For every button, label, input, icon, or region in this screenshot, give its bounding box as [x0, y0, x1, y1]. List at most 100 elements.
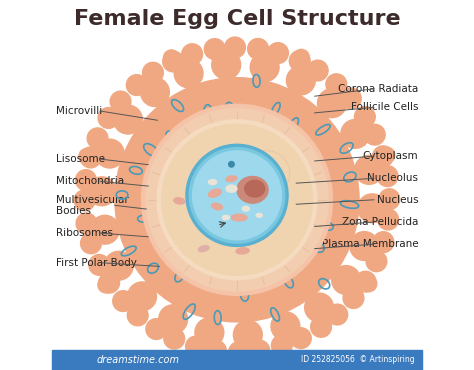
- Ellipse shape: [231, 214, 247, 221]
- Circle shape: [272, 335, 292, 356]
- Circle shape: [80, 147, 101, 168]
- Circle shape: [341, 120, 370, 148]
- Ellipse shape: [209, 189, 221, 197]
- Circle shape: [128, 305, 148, 326]
- Bar: [52, 350, 422, 370]
- Ellipse shape: [174, 198, 185, 204]
- Text: Microvilli: Microvilli: [56, 106, 102, 116]
- Circle shape: [291, 328, 311, 349]
- Circle shape: [99, 272, 119, 293]
- Circle shape: [162, 124, 312, 275]
- Ellipse shape: [222, 215, 229, 220]
- Circle shape: [225, 37, 246, 58]
- Circle shape: [373, 232, 394, 252]
- Ellipse shape: [226, 185, 237, 192]
- Circle shape: [98, 108, 119, 128]
- Text: Follicile Cells: Follicile Cells: [351, 102, 418, 112]
- Circle shape: [332, 266, 361, 295]
- Circle shape: [318, 89, 346, 118]
- Circle shape: [128, 282, 156, 311]
- Circle shape: [89, 255, 109, 275]
- Circle shape: [310, 316, 331, 337]
- Circle shape: [379, 147, 395, 163]
- Ellipse shape: [236, 248, 249, 254]
- Circle shape: [186, 144, 288, 246]
- Text: First Polar Body: First Polar Body: [56, 258, 137, 268]
- Circle shape: [192, 151, 282, 240]
- Circle shape: [268, 43, 288, 63]
- Circle shape: [286, 66, 315, 95]
- Circle shape: [250, 53, 279, 82]
- Circle shape: [87, 177, 116, 206]
- Circle shape: [366, 251, 387, 272]
- Text: Ribosomes: Ribosomes: [56, 228, 113, 238]
- Circle shape: [208, 347, 223, 363]
- Circle shape: [140, 78, 169, 107]
- Circle shape: [271, 312, 300, 341]
- Circle shape: [228, 161, 234, 167]
- Text: Nucleus: Nucleus: [377, 195, 418, 205]
- Circle shape: [289, 51, 310, 71]
- Text: dreamstime.com: dreamstime.com: [96, 355, 179, 365]
- Circle shape: [79, 148, 95, 164]
- Text: Female Egg Cell Structure: Female Egg Cell Structure: [73, 9, 401, 29]
- Circle shape: [195, 318, 224, 347]
- Circle shape: [164, 50, 179, 66]
- Ellipse shape: [226, 176, 237, 182]
- Circle shape: [182, 44, 202, 65]
- Circle shape: [379, 189, 400, 209]
- Circle shape: [307, 60, 328, 81]
- Circle shape: [95, 139, 124, 168]
- Circle shape: [75, 170, 96, 191]
- Circle shape: [146, 319, 167, 339]
- Circle shape: [159, 305, 188, 334]
- Text: ID 252825056  © Artinspiring: ID 252825056 © Artinspiring: [301, 355, 415, 364]
- Text: Plasma Membrane: Plasma Membrane: [322, 239, 418, 249]
- Ellipse shape: [256, 213, 262, 217]
- Circle shape: [373, 146, 393, 166]
- Circle shape: [174, 59, 203, 88]
- Text: Corona Radiata: Corona Radiata: [338, 84, 418, 94]
- Circle shape: [91, 215, 119, 244]
- Circle shape: [233, 320, 262, 349]
- Circle shape: [206, 340, 226, 361]
- Circle shape: [293, 49, 309, 65]
- Circle shape: [186, 336, 206, 357]
- Circle shape: [146, 109, 328, 291]
- Ellipse shape: [242, 206, 249, 211]
- Circle shape: [110, 91, 131, 112]
- Circle shape: [113, 291, 134, 312]
- Text: Mitochondria: Mitochondria: [56, 176, 124, 186]
- Circle shape: [327, 304, 347, 325]
- Circle shape: [228, 342, 249, 363]
- Circle shape: [76, 213, 97, 234]
- Text: Cytoplasm: Cytoplasm: [363, 151, 418, 161]
- Circle shape: [355, 107, 375, 127]
- Circle shape: [115, 78, 359, 322]
- Circle shape: [87, 128, 108, 149]
- Circle shape: [142, 104, 332, 295]
- Circle shape: [326, 74, 346, 95]
- Ellipse shape: [198, 246, 209, 252]
- Circle shape: [189, 148, 285, 243]
- Circle shape: [252, 347, 268, 362]
- Circle shape: [305, 293, 334, 322]
- Text: Zona Pellucida: Zona Pellucida: [342, 217, 418, 227]
- Circle shape: [378, 209, 399, 230]
- Text: Lisosome: Lisosome: [56, 154, 105, 164]
- Circle shape: [355, 155, 383, 184]
- Text: Nucleolus: Nucleolus: [367, 173, 418, 184]
- Ellipse shape: [211, 203, 222, 210]
- Circle shape: [163, 51, 183, 72]
- Circle shape: [350, 232, 379, 260]
- Circle shape: [340, 88, 361, 109]
- Circle shape: [358, 194, 387, 223]
- Circle shape: [143, 62, 164, 83]
- Circle shape: [377, 166, 398, 186]
- Text: Multivesicular
Bodies: Multivesicular Bodies: [56, 195, 128, 216]
- Circle shape: [81, 233, 101, 254]
- Circle shape: [98, 277, 114, 293]
- Circle shape: [204, 39, 225, 60]
- Circle shape: [355, 271, 376, 292]
- Circle shape: [113, 105, 142, 134]
